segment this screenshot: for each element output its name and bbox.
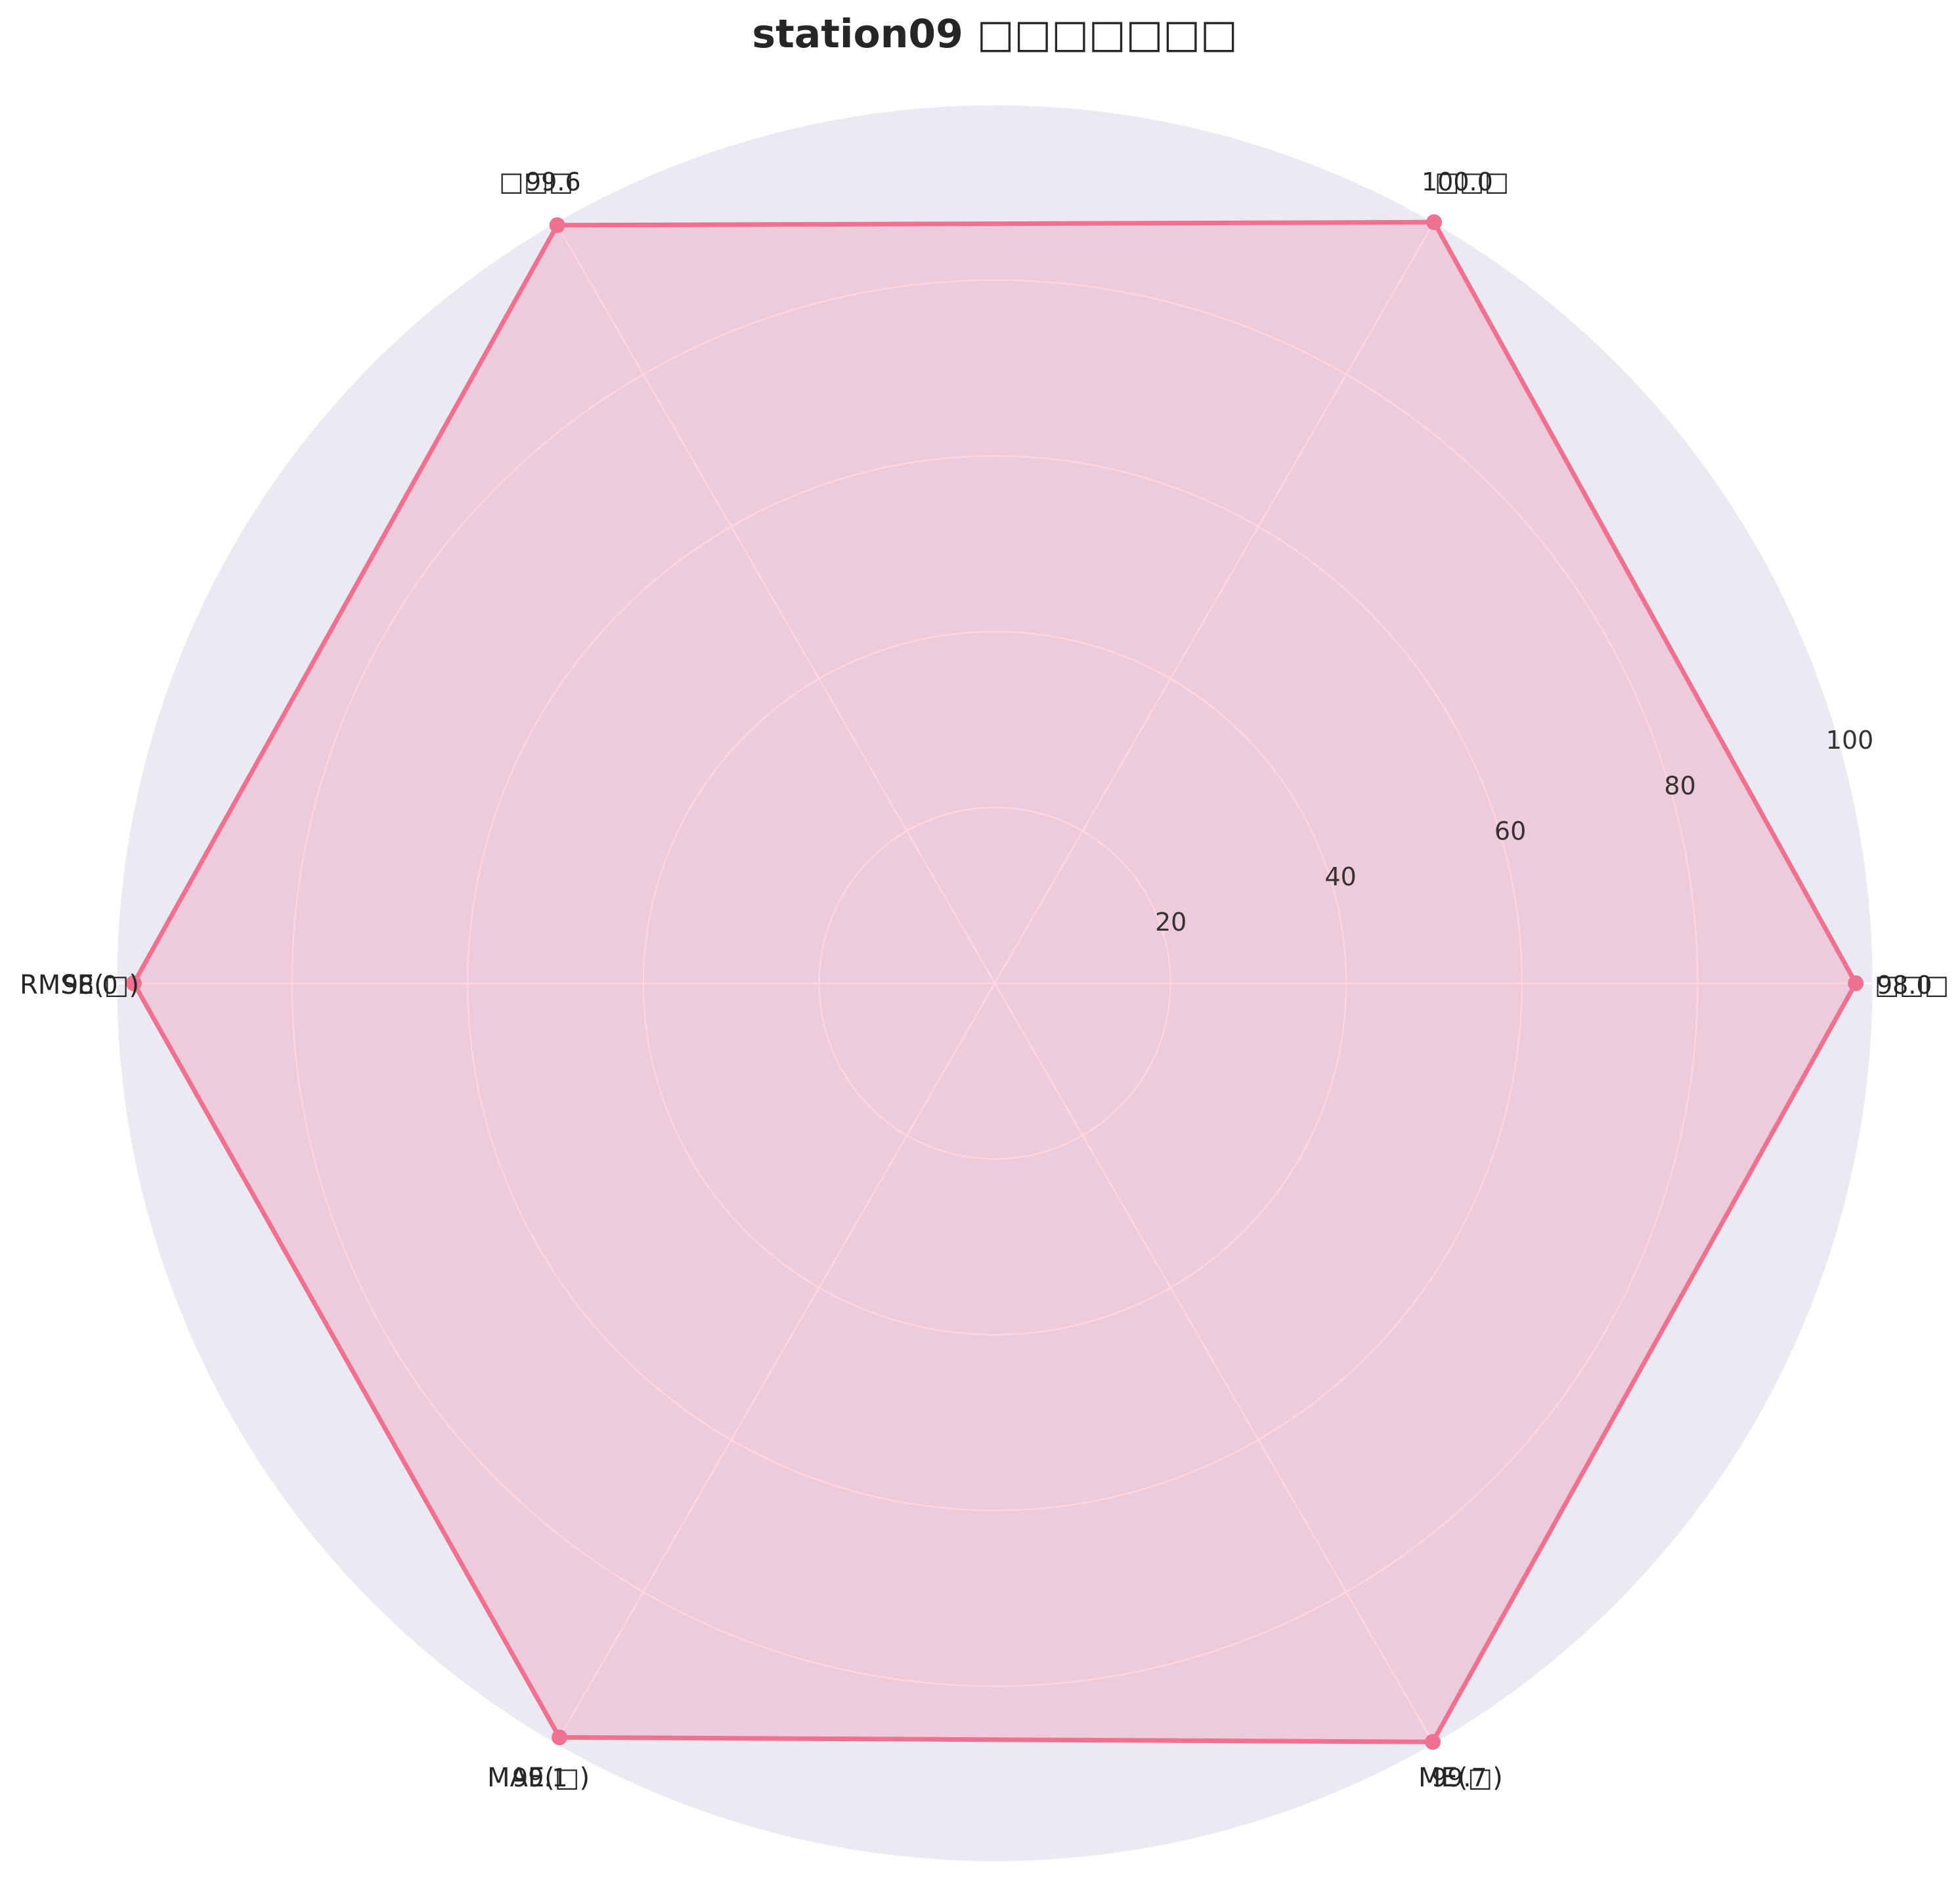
- data-point-1: [549, 217, 565, 233]
- chart-title: station09 □□□□□□□: [752, 11, 1237, 57]
- axis-label-3: MAE(□): [487, 1763, 590, 1793]
- r-tick-label-100: 100: [1826, 726, 1874, 755]
- axis-label-0: □□□: [1435, 167, 1509, 197]
- spoke-0: [993, 221, 1435, 984]
- data-point-0: [1426, 214, 1442, 231]
- spoke-1: [554, 221, 996, 984]
- data-point-4: [1424, 1734, 1441, 1750]
- value-label-4: 99.7: [1431, 1763, 1487, 1792]
- r-tick-label-60: 60: [1494, 817, 1526, 846]
- value-label-0: 100.0: [1422, 167, 1493, 196]
- spoke-3: [554, 983, 996, 1745]
- data-point-2: [125, 975, 142, 991]
- axis-label-2: RMSE(□): [20, 970, 139, 1000]
- axis-label-1: □□□: [499, 167, 573, 197]
- axis-label-5: □□□: [1875, 970, 1949, 1000]
- r-tick-label-20: 20: [1155, 908, 1187, 937]
- spoke-4: [993, 983, 1435, 1745]
- value-label-1: 99.6: [525, 167, 581, 196]
- value-label-5: 98.0: [1877, 971, 1932, 1000]
- data-point-3: [552, 1729, 568, 1746]
- r-tick-label-80: 80: [1664, 771, 1695, 800]
- data-point-5: [1848, 975, 1864, 991]
- series-area: [133, 222, 1856, 1742]
- value-label-2: 98.0: [62, 971, 118, 1000]
- value-label-3: 99.1: [512, 1763, 568, 1792]
- r-tick-label-40: 40: [1324, 862, 1356, 891]
- axis-label-4: ME(□): [1418, 1763, 1503, 1793]
